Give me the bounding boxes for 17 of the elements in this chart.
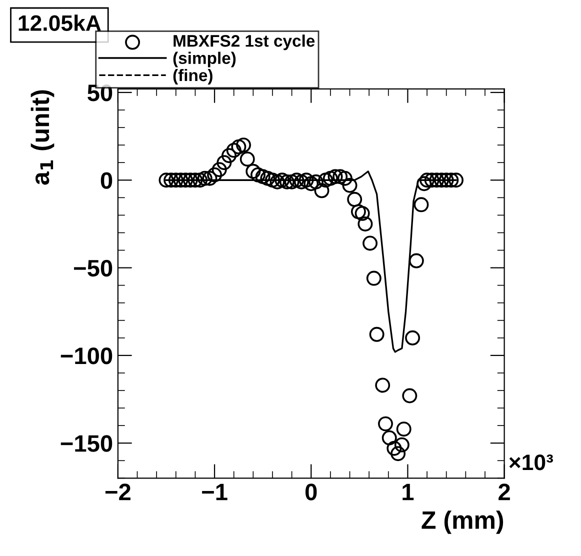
legend-label: (simple) [173,52,236,68]
legend-label: (fine) [173,68,212,85]
legend-label: MBXFS2 1st cycle [174,34,315,50]
x-axis-title: Z (mm) [422,510,504,534]
text: 12.05kA [18,14,101,31]
text: ×10³ [509,454,553,470]
x-tick-label: −2 [105,484,130,500]
y-tick-label: −150 [60,435,112,452]
x-tick-label: 2 [498,484,510,500]
x-tick-label: 1 [402,484,414,500]
y-tick-label: −100 [60,348,112,364]
x-tick-label: 0 [305,484,317,500]
y-tick-label: −50 [74,260,112,277]
y-tick-label: 0 [100,172,112,189]
x-tick-label: −1 [202,484,228,500]
y-tick-label: 50 [88,84,112,102]
y-axis-title: a$_{1}$ (unit) [30,90,54,185]
